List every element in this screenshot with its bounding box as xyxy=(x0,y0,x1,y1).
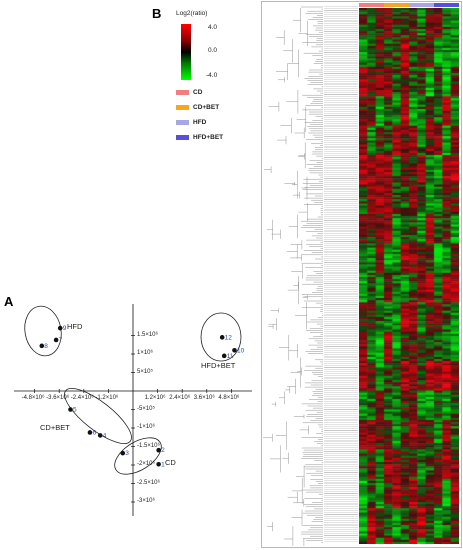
sample-point-4: 4 xyxy=(97,432,107,439)
x-tick-label: -4.8×10⁶ xyxy=(21,395,45,401)
gene-labels xyxy=(324,6,358,542)
sample-id-label: 5 xyxy=(73,407,77,414)
y-tick-label: 1×10⁶ xyxy=(137,350,153,356)
y-tick-label: -2.5×10⁶ xyxy=(137,479,160,486)
y-tick-label: 1.5×10⁶ xyxy=(137,331,158,338)
sample-point-2: 2 xyxy=(156,447,165,454)
sample-point-1: 1 xyxy=(156,461,165,468)
color-scale-bar xyxy=(181,24,191,80)
legend-item-hfd-bet: HFD+BET xyxy=(176,133,223,142)
sample-point-7: 7 xyxy=(53,337,63,344)
ellipse-hfd-bet xyxy=(200,312,242,362)
sample-id-label: 12 xyxy=(225,334,233,341)
sample-id-label: 10 xyxy=(237,347,245,354)
legend-label: HFD+BET xyxy=(193,134,224,141)
sample-id-label: 7 xyxy=(59,337,63,344)
sample-point-6: 6 xyxy=(87,429,96,436)
dendrogram xyxy=(263,6,323,546)
x-tick-label: -1.2×10⁶ xyxy=(95,395,119,401)
legend-label: HFD xyxy=(193,119,207,126)
group-label-hfd: HFD xyxy=(67,322,83,331)
y-tick-label: 5×10⁵ xyxy=(137,368,154,375)
ellipse-cd xyxy=(114,437,162,475)
x-tick-label: 1.2×10⁶ xyxy=(144,395,166,401)
sample-group-strip xyxy=(359,3,459,7)
legend-item-cd: CD xyxy=(176,88,223,97)
legend-swatch xyxy=(176,135,189,140)
panel-b-label: B xyxy=(152,6,162,21)
legend-swatch xyxy=(176,105,189,110)
x-tick-label: -3.6×10⁶ xyxy=(46,395,70,401)
sample-point-5: 5 xyxy=(68,407,77,414)
sample-point-3: 3 xyxy=(120,450,129,457)
legend-item-hfd: HFD xyxy=(176,118,223,127)
y-tick-label: -3×10⁶ xyxy=(137,498,155,504)
group-label-cd-bet: CD+BET xyxy=(40,423,70,432)
sample-id-label: 1 xyxy=(161,461,165,468)
sample-point-9: 9 xyxy=(57,325,67,332)
scale-mid-label: 0.0 xyxy=(208,47,218,54)
group-legend: CD CD+BET HFD HFD+BET xyxy=(176,88,223,142)
y-tick-label: -2×10⁶ xyxy=(137,461,155,467)
group-label-hfd-bet: HFD+BET xyxy=(201,361,236,370)
ellipse-cd-bet xyxy=(64,388,132,444)
sample-point-11: 11 xyxy=(221,353,234,360)
sample-id-label: 3 xyxy=(125,450,129,457)
x-tick-label: 2.4×10⁶ xyxy=(169,395,191,401)
sample-id-label: 8 xyxy=(44,343,48,350)
legend-swatch xyxy=(176,90,189,95)
sample-id-label: 11 xyxy=(227,353,234,360)
sample-point-8: 8 xyxy=(39,343,48,350)
sample-id-label: 2 xyxy=(161,447,165,454)
sample-id-label: 6 xyxy=(92,429,96,436)
ellipse-hfd xyxy=(24,305,62,357)
legend-item-cd-bet: CD+BET xyxy=(176,103,223,112)
heatmap-figure xyxy=(261,1,462,548)
x-tick-label: -2.4×10⁶ xyxy=(70,395,94,401)
panel-a-label: A xyxy=(4,294,14,309)
heatmap xyxy=(359,8,459,544)
legend-swatch xyxy=(176,120,189,125)
legend-label: CD xyxy=(193,89,203,96)
scale-min-label: -4.0 xyxy=(206,72,218,79)
y-tick-label: -1×10⁶ xyxy=(137,424,155,430)
color-scale-title: Log2(ratio) xyxy=(176,10,208,17)
sample-id-label: 9 xyxy=(63,325,67,332)
scale-max-label: 4.0 xyxy=(208,24,218,31)
sample-id-label: 4 xyxy=(103,432,107,439)
x-tick-label: 4.8×10⁶ xyxy=(218,395,240,401)
sample-point-10: 10 xyxy=(232,347,245,354)
group-label-cd: CD xyxy=(165,458,176,467)
y-tick-label: -5×10⁵ xyxy=(137,405,155,412)
legend-label: CD+BET xyxy=(193,104,220,111)
sample-point-12: 12 xyxy=(219,334,233,341)
x-tick-label: 3.6×10⁶ xyxy=(193,395,215,401)
y-tick-label: -1.5×10⁶ xyxy=(137,442,160,449)
